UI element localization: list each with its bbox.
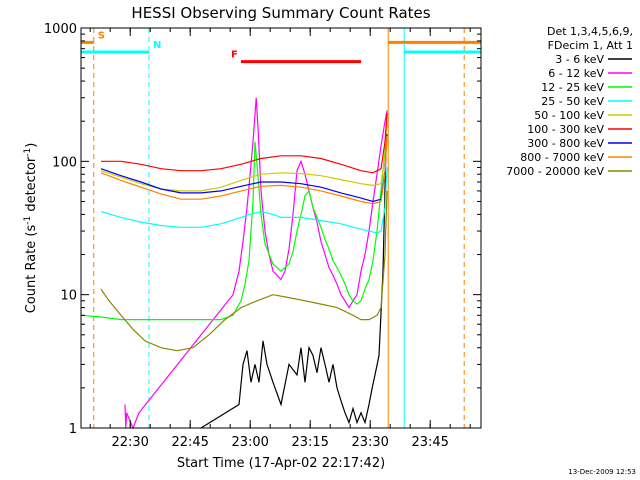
legend-label-100-300-kev: 100 - 300 keV (527, 123, 604, 136)
x-tick-label-23-30: 23:30 (351, 435, 388, 450)
generation-timestamp: 13-Dec-2009 12:53 (568, 468, 636, 476)
flag-f-label: F (231, 50, 238, 61)
y-tick-label-10: 10 (60, 289, 77, 304)
y-axis: 1 10 100 1000 (44, 22, 481, 437)
legend-label-7000-20000-kev: 7000 - 20000 keV (506, 165, 604, 178)
flag-s-label: S (98, 30, 105, 41)
series-12-25-kev (81, 121, 388, 321)
x-tick-label-23-15: 23:15 (291, 435, 328, 450)
legend-label-300-800-kev: 300 - 800 keV (527, 137, 604, 150)
legend-header-line-1: Det 1,3,4,5,6,9, (547, 25, 633, 38)
legend-header-line-2: FDecim 1, Att 1 (548, 39, 633, 52)
legend: Det 1,3,4,5,6,9, FDecim 1, Att 1 3 - 6 k… (506, 25, 633, 178)
series-6-12-kev (124, 97, 388, 430)
series-3-6-kev (200, 137, 387, 429)
legend-label-3-6-kev: 3 - 6 keV (555, 53, 604, 66)
x-axis: 22:30 22:45 23:00 23:15 23:30 23:45 (89, 28, 471, 450)
series-25-50-kev (100, 167, 388, 234)
y-axis-label: Count Rate (s-1 detector-1) (23, 143, 39, 314)
flag-n-label: N (153, 40, 161, 51)
y-tick-label-100: 100 (52, 155, 77, 170)
series-7000-20000-kev (100, 190, 388, 352)
plot-frame (80, 27, 482, 429)
y-axis-label-part-2: detector (24, 156, 39, 216)
y-axis-label-part-3: ) (24, 143, 39, 148)
legend-label-50-100-kev: 50 - 100 keV (534, 109, 604, 122)
x-tick-label-23-45: 23:45 (411, 435, 448, 450)
chart-title: HESSI Observing Summary Count Rates (131, 4, 430, 22)
y-axis-label-exponent-1: -1 (23, 216, 33, 225)
x-tick-label-23-00: 23:00 (231, 435, 268, 450)
y-tick-label-1: 1 (69, 422, 77, 437)
plot-area: S N F (81, 28, 481, 430)
y-axis-label-part-1: Count Rate (s (24, 225, 39, 314)
legend-label-6-12-kev: 6 - 12 keV (548, 67, 604, 80)
series-100-300-kev (101, 113, 388, 174)
y-tick-label-1000: 1000 (44, 22, 77, 37)
x-tick-label-22-45: 22:45 (171, 435, 208, 450)
x-axis-label: Start Time (17-Apr-02 22:17:42) (177, 456, 385, 471)
legend-label-12-25-kev: 12 - 25 keV (541, 81, 604, 94)
legend-label-25-50-kev: 25 - 50 keV (541, 95, 604, 108)
legend-label-800-7000-kev: 800 - 7000 keV (520, 151, 604, 164)
series-50-100-kev (100, 121, 388, 192)
y-axis-label-exponent-2: -1 (23, 148, 33, 157)
x-tick-label-22-30: 22:30 (111, 435, 148, 450)
series-800-7000-kev (100, 135, 388, 205)
series-300-800-kev (100, 134, 388, 203)
